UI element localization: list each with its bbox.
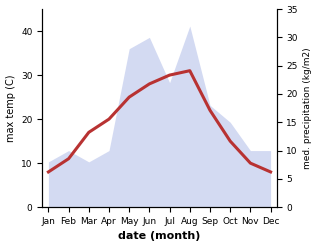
Y-axis label: med. precipitation (kg/m2): med. precipitation (kg/m2): [303, 47, 313, 169]
Y-axis label: max temp (C): max temp (C): [5, 74, 16, 142]
X-axis label: date (month): date (month): [118, 231, 201, 242]
